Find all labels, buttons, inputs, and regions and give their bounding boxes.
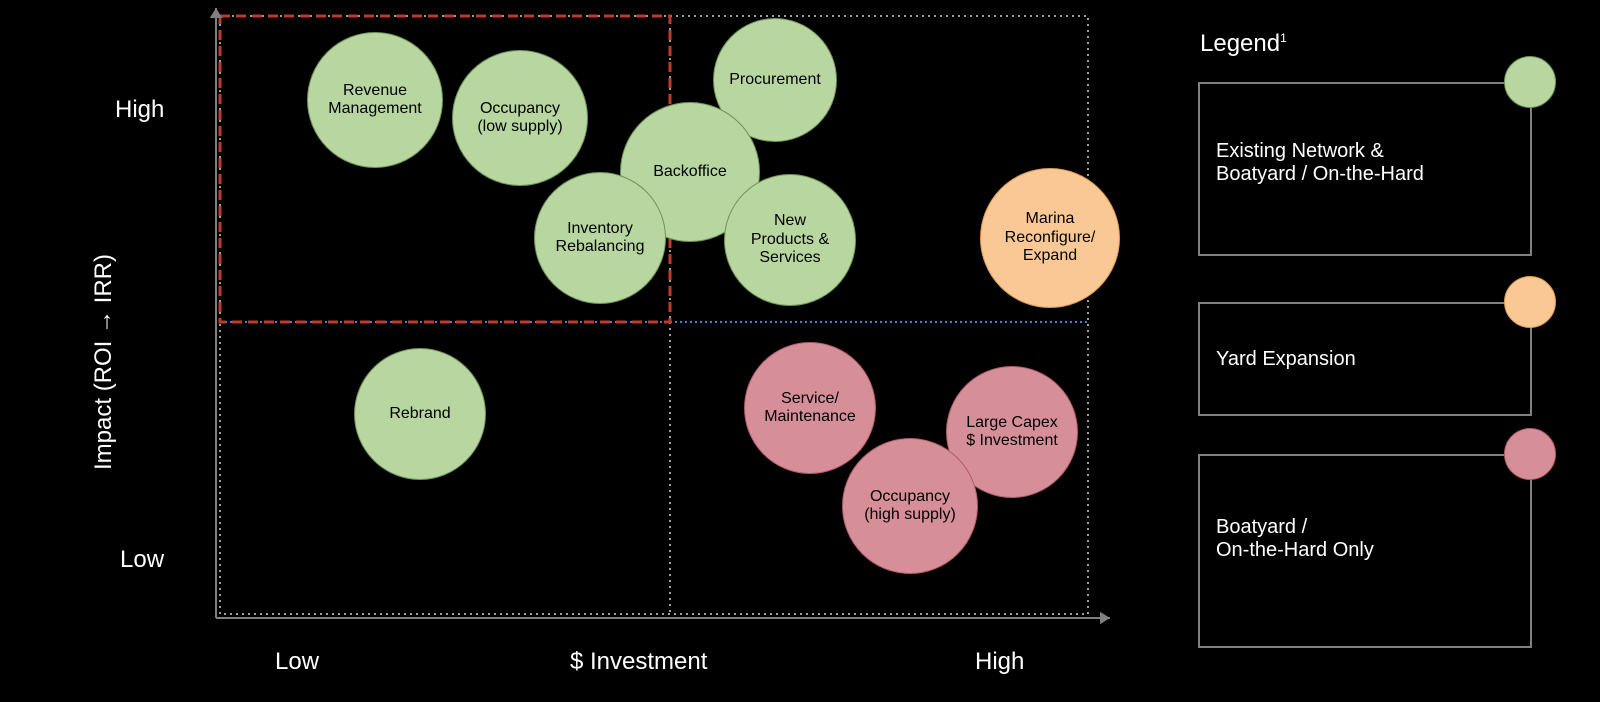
bubble-label: Large Capex$ Investment xyxy=(962,410,1062,455)
bubble-revenue-management: RevenueManagement xyxy=(307,32,443,168)
bubble-label: Occupancy(high supply) xyxy=(860,484,960,529)
bubble-service-maintenance: Service/Maintenance xyxy=(744,342,876,474)
bubble-rebrand: Rebrand xyxy=(354,348,486,480)
bubble-new-products-services: NewProducts &Services xyxy=(724,174,856,306)
quadrant-diagram: { "canvas": { "width": 1600, "height": 7… xyxy=(0,0,1600,702)
bubble-occupancy-high-supply: Occupancy(high supply) xyxy=(842,438,978,574)
bubble-label: MarinaReconfigure/Expand xyxy=(1001,206,1100,269)
bubble-label: Backoffice xyxy=(649,159,731,185)
bubble-label: Procurement xyxy=(725,67,825,93)
bubble-label: Rebrand xyxy=(385,401,454,427)
legend-green-marker xyxy=(1504,56,1556,108)
y-axis-title: Impact (ROI → IRR) xyxy=(90,254,118,470)
legend-red-label: Boatyard /On-the-Hard Only xyxy=(1216,516,1374,562)
x-axis-high-label: High xyxy=(975,648,1024,676)
y-axis-low-label: Low xyxy=(120,546,164,574)
legend-red-marker xyxy=(1504,428,1556,480)
bubble-label: Service/Maintenance xyxy=(760,386,860,431)
bubble-label: RevenueManagement xyxy=(324,78,425,123)
legend-orange-label: Yard Expansion xyxy=(1216,348,1356,371)
legend-title: Legend1 xyxy=(1200,30,1287,58)
bubble-label: Occupancy(low supply) xyxy=(473,96,566,141)
x-axis-low-label: Low xyxy=(275,648,319,676)
legend-orange-marker xyxy=(1504,276,1556,328)
bubble-marina-reconfigure: MarinaReconfigure/Expand xyxy=(980,168,1120,308)
bubble-occupancy-low-supply: Occupancy(low supply) xyxy=(452,50,588,186)
bubble-label: InventoryRebalancing xyxy=(552,216,649,261)
bubble-inventory-rebalancing: InventoryRebalancing xyxy=(534,172,666,304)
y-axis-high-label: High xyxy=(115,96,164,124)
bubble-label: NewProducts &Services xyxy=(747,208,833,271)
x-axis-title: $ Investment xyxy=(570,648,707,676)
legend-green-label: Existing Network &Boatyard / On-the-Hard xyxy=(1216,140,1424,186)
